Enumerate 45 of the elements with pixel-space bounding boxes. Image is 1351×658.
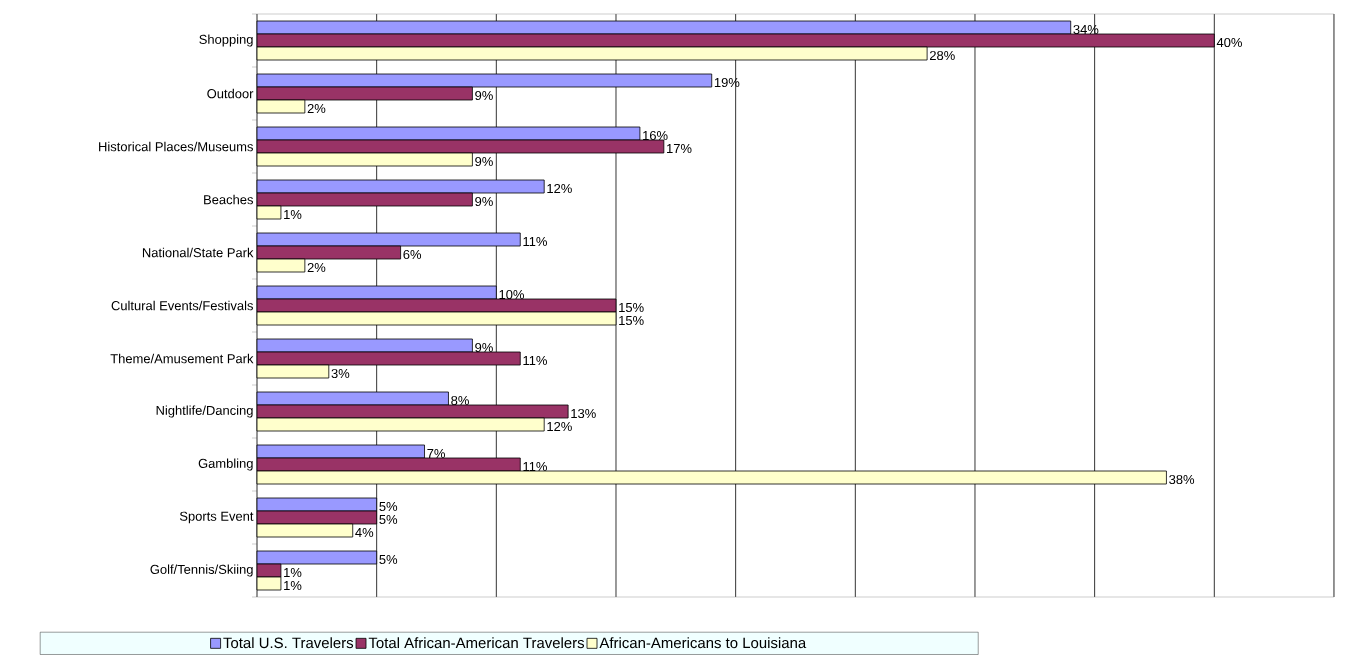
y-tick-label: Outdoor	[207, 88, 254, 99]
y-tick-label: Golf/Tennis/Skiing	[150, 564, 253, 577]
data-label: 1%	[284, 567, 302, 578]
data-label: 16%	[643, 130, 668, 141]
y-tick-label: Sports Event	[179, 511, 254, 524]
y-tick-label: Beaches	[204, 194, 254, 205]
data-label: 13%	[571, 408, 596, 419]
data-label: 28%	[929, 50, 955, 61]
data-label: 9%	[475, 90, 493, 101]
data-label: 15%	[619, 315, 644, 326]
data-label: 4%	[355, 527, 374, 538]
data-label: 1%	[284, 580, 302, 591]
data-label: 11%	[523, 236, 547, 247]
data-label: 10%	[499, 289, 524, 300]
y-tick-label: Shopping	[199, 34, 253, 47]
y-tick-label: Nightlife/Dancing	[156, 405, 253, 418]
data-label: 5%	[379, 501, 398, 512]
y-tick-label: National/State Park	[142, 247, 254, 258]
data-label: 9%	[475, 156, 493, 167]
data-label: 5%	[379, 554, 398, 565]
data-label: 5%	[379, 514, 398, 525]
y-tick-label: Cultural Events/Festivals	[111, 300, 253, 311]
data-label: 7%	[427, 448, 445, 459]
data-label: 2%	[307, 103, 326, 114]
y-tick-label: Gambling	[198, 458, 253, 471]
y-tick-label: Historical Places/Museums	[99, 141, 253, 152]
data-label: 9%	[475, 342, 493, 353]
data-label: 12%	[547, 421, 572, 432]
data-label: 8%	[451, 395, 469, 406]
data-label: 3%	[331, 368, 350, 379]
data-label: 2%	[307, 262, 326, 273]
y-tick-label: Theme/Amusement Park	[110, 353, 254, 364]
data-label: 6%	[403, 249, 422, 260]
legend-label: Total U.S. Travelers	[223, 637, 354, 649]
data-label: 15%	[619, 302, 644, 313]
data-label: 9%	[475, 196, 493, 207]
data-label: 12%	[547, 183, 572, 194]
data-label: 11%	[523, 461, 547, 472]
data-label: 38%	[1169, 474, 1195, 485]
legend-label: Total African-American Travelers	[368, 637, 585, 649]
legend-label: African-Americans to Louisiana	[599, 637, 807, 649]
data-label: 11%	[523, 355, 547, 366]
data-label: 1%	[284, 209, 302, 220]
data-label: 17%	[667, 143, 692, 154]
data-label: 40%	[1216, 37, 1242, 48]
